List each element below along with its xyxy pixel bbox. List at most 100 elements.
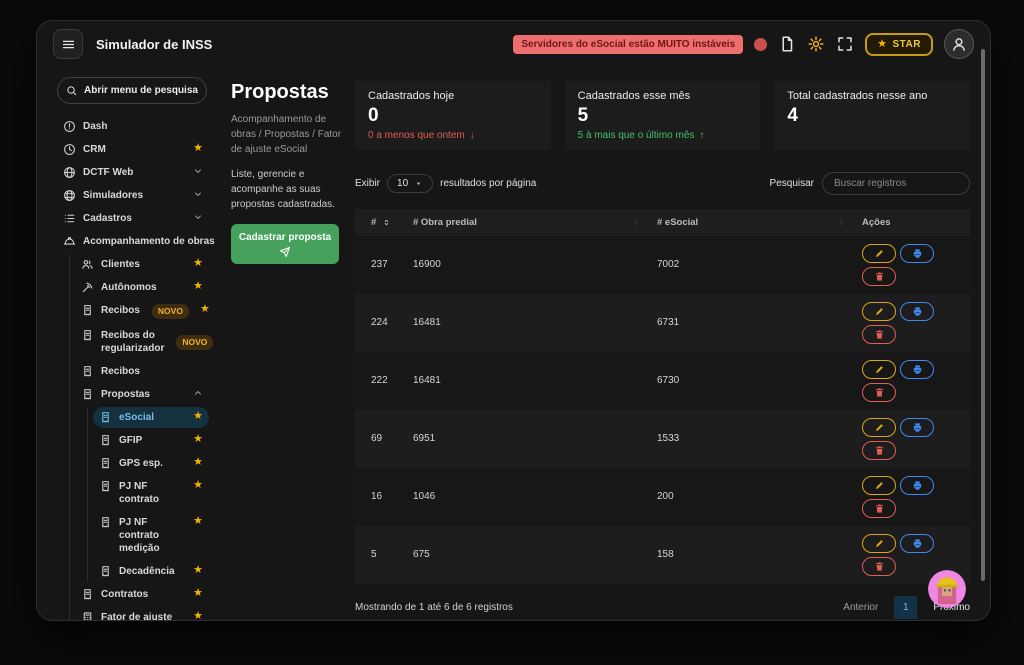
favorite-star-icon[interactable]: ★ — [193, 564, 203, 577]
edit-button[interactable] — [862, 533, 896, 553]
report-button[interactable] — [778, 35, 796, 53]
print-button[interactable] — [900, 533, 934, 553]
sidebar-item-dctf-web[interactable]: DCTF Web — [57, 162, 209, 183]
print-button[interactable] — [900, 243, 934, 263]
sidebar-item-esocial[interactable]: eSocial ★ — [93, 407, 209, 429]
star-button[interactable]: ★ STAR — [865, 32, 933, 56]
favorite-star-icon[interactable]: ★ — [193, 515, 203, 528]
trash-icon — [874, 503, 885, 514]
sidebar-item-pj-nf-contrato[interactable]: PJ NF contrato ★ — [93, 476, 209, 510]
print-button[interactable] — [900, 417, 934, 437]
sidebar-item-right — [189, 212, 203, 222]
pagination-prev[interactable]: Anterior — [843, 601, 879, 613]
edit-button[interactable] — [862, 359, 896, 379]
receipt-icon — [99, 480, 112, 493]
sidebar-item-recibos[interactable]: Recibos — [75, 361, 209, 382]
delete-button[interactable] — [862, 440, 896, 460]
print-button[interactable] — [900, 359, 934, 379]
delete-button[interactable] — [862, 324, 896, 344]
sidebar-item-propostas[interactable]: Propostas — [75, 384, 209, 405]
stat-delta-text: 0 a menos que ontem — [368, 129, 465, 141]
favorite-star-icon[interactable]: ★ — [193, 456, 203, 469]
stat-delta-text: 5 à mais que o último mês — [577, 129, 695, 141]
sidebar-item-label: CRM — [83, 144, 106, 155]
sidebar-item-decadencia[interactable]: Decadência ★ — [93, 561, 209, 582]
document-icon — [778, 35, 796, 53]
vertical-scrollbar[interactable] — [981, 49, 985, 581]
sidebar-item-label: Acompanhamento de obras — [83, 236, 215, 247]
sidebar: Abrir menu de pesquisa Dash CRM ★ DCTF Web S… — [37, 67, 215, 620]
edit-button[interactable] — [862, 243, 896, 263]
delete-button[interactable] — [862, 498, 896, 518]
edit-button[interactable] — [862, 417, 896, 437]
print-button[interactable] — [900, 475, 934, 495]
per-page-select[interactable]: 10 — [387, 173, 434, 193]
chevron-down-icon — [193, 166, 203, 176]
sidebar-item-dash[interactable]: Dash — [57, 116, 209, 137]
pagination-page-1[interactable]: 1 — [894, 595, 918, 619]
favorite-star-icon[interactable]: ★ — [193, 433, 203, 446]
table-row: 5 675 158 — [355, 525, 970, 584]
receipt-icon — [81, 304, 94, 317]
sidebar-item-contratos[interactable]: Contratos ★ — [75, 584, 209, 605]
row-actions — [862, 359, 938, 402]
clock-icon — [63, 143, 76, 156]
favorite-star-icon[interactable]: ★ — [193, 142, 203, 154]
delete-button[interactable] — [862, 266, 896, 286]
column-header-obra[interactable]: # Obra predial — [413, 216, 657, 229]
sidebar-item-simuladores[interactable]: Simuladores — [57, 185, 209, 206]
stat-card-year: Total cadastrados nesse ano 4 — [774, 81, 970, 150]
sidebar-item-clientes[interactable]: Clientes ★ — [75, 254, 209, 275]
column-header-esocial[interactable]: # eSocial — [657, 216, 862, 229]
receipt-icon — [81, 388, 94, 401]
delete-button[interactable] — [862, 382, 896, 402]
sidebar-item-pj-nf-contrato-medicao[interactable]: PJ NF contrato medição ★ — [93, 512, 209, 559]
favorite-star-icon[interactable]: ★ — [193, 587, 203, 600]
sidebar-item-autonomos[interactable]: Autônomos ★ — [75, 277, 209, 298]
column-header-label: # eSocial — [657, 216, 699, 228]
column-header-id[interactable]: # — [371, 216, 413, 229]
stat-value: 5 — [577, 105, 589, 126]
sidebar-group-acompanhamento-de-obras: Clientes ★ Autônomos ★ Recibos NOVO ★ Recibos d… — [69, 254, 214, 620]
cell-id: 224 — [371, 317, 388, 329]
favorite-star-icon[interactable]: ★ — [193, 479, 203, 492]
print-button[interactable] — [900, 301, 934, 321]
favorite-star-icon[interactable]: ★ — [193, 280, 203, 292]
sidebar-item-label: Clientes — [101, 259, 140, 270]
profile-avatar[interactable] — [928, 570, 966, 608]
edit-button[interactable] — [862, 301, 896, 321]
fullscreen-button[interactable] — [836, 35, 854, 53]
sidebar-item-fator-de-ajuste[interactable]: Fator de ajuste ★ — [75, 607, 209, 620]
sidebar-item-right: ★ — [189, 434, 203, 445]
settings-button[interactable] — [807, 35, 825, 53]
favorite-star-icon[interactable]: ★ — [193, 257, 203, 269]
table-body: 237 16900 7002 224 16481 6731 222 16481 6730 69 69… — [355, 235, 970, 584]
cell-id: 5 — [371, 549, 377, 561]
create-proposal-button[interactable]: Cadastrar proposta — [231, 224, 339, 264]
sidebar-item-crm[interactable]: CRM ★ — [57, 139, 209, 160]
favorite-star-icon[interactable]: ★ — [193, 410, 203, 423]
favorite-star-icon[interactable]: ★ — [193, 610, 203, 620]
sidebar-item-recibos[interactable]: Recibos NOVO ★ — [75, 300, 210, 323]
sidebar-item-cadastros[interactable]: Cadastros — [57, 208, 209, 229]
sidebar-item-gps-esp[interactable]: GPS esp. ★ — [93, 453, 209, 474]
user-avatar-button[interactable] — [944, 29, 974, 59]
list-icon — [63, 212, 76, 225]
pencil-icon — [874, 480, 885, 491]
trash-icon — [874, 445, 885, 456]
stat-card-today: Cadastrados hoje 0 0 a menos que ontem ↓ — [355, 81, 551, 150]
chevron-up-icon — [193, 388, 203, 398]
delete-button[interactable] — [862, 556, 896, 576]
sidebar-item-gfip[interactable]: GFIP ★ — [93, 430, 209, 451]
sidebar-item-acompanhamento-de-obras[interactable]: Acompanhamento de obras — [57, 231, 215, 252]
edit-button[interactable] — [862, 475, 896, 495]
star-icon: ★ — [877, 37, 888, 50]
fullscreen-icon — [836, 35, 854, 53]
sidebar-item-right: ★ — [189, 457, 203, 468]
search-input[interactable] — [822, 171, 970, 195]
favorite-star-icon[interactable]: ★ — [199, 303, 210, 315]
hamburger-button[interactable] — [53, 29, 83, 59]
open-search-menu-button[interactable]: Abrir menu de pesquisa — [57, 77, 207, 104]
